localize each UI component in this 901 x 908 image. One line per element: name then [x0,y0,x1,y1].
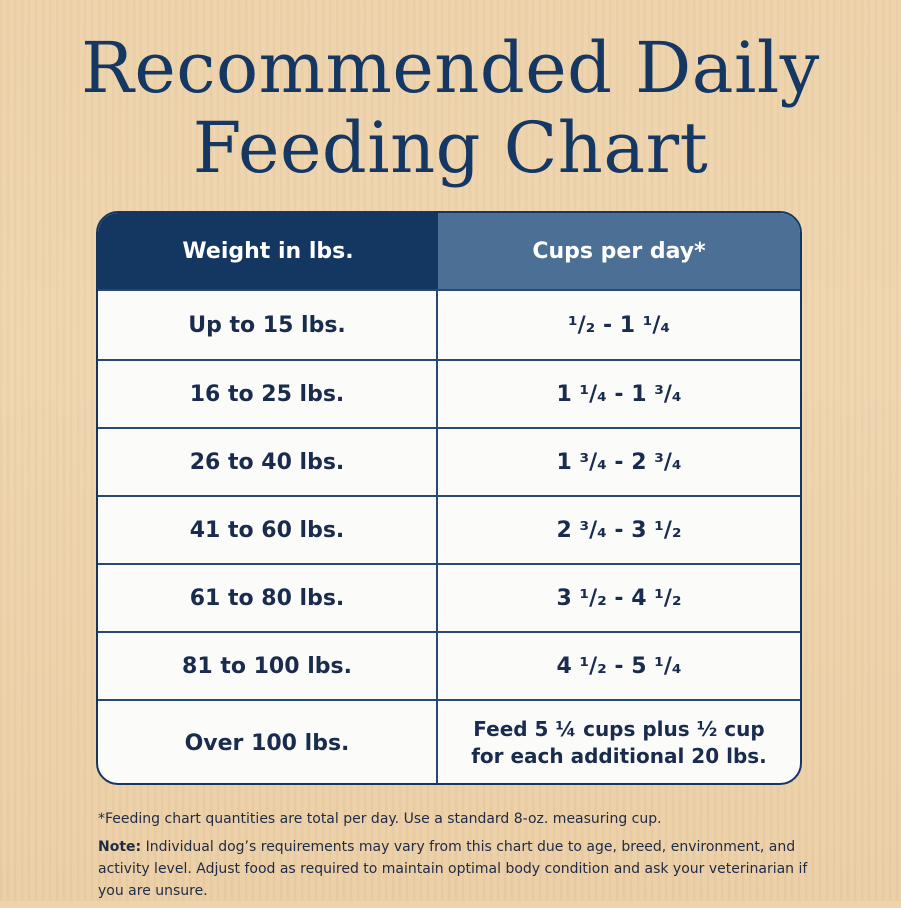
title-line-1: Recommended Daily [81,27,820,109]
table-row: 41 to 60 lbs. 2 ³/₄ - 3 ¹/₂ [98,495,800,563]
title-line-2: Feeding Chart [192,107,709,189]
table-row: Up to 15 lbs. ¹/₂ - 1 ¹/₄ [98,289,800,359]
weight-cell: 41 to 60 lbs. [98,497,438,563]
weight-cell: Up to 15 lbs. [98,291,438,359]
table-row: Over 100 lbs. Feed 5 ¼ cups plus ½ cup fo… [98,699,800,783]
footnote: *Feeding chart quantities are total per … [98,811,662,827]
cups-cell: 2 ³/₄ - 3 ¹/₂ [556,517,682,543]
note-paragraph: Note: Individual dog’s requirements may … [98,836,818,902]
weight-cell: 81 to 100 lbs. [98,633,438,699]
notes: *Feeding chart quantities are total per … [98,808,818,908]
weight-cell: Over 100 lbs. [98,701,438,783]
weight-cell: 61 to 80 lbs. [98,565,438,631]
table-row: 81 to 100 lbs. 4 ¹/₂ - 5 ¹/₄ [98,631,800,699]
weight-cell: 26 to 40 lbs. [98,429,438,495]
cups-cell: 3 ¹/₂ - 4 ¹/₂ [556,585,682,611]
cups-cell: 4 ¹/₂ - 5 ¹/₄ [556,653,682,679]
table-body: Up to 15 lbs. ¹/₂ - 1 ¹/₄ 16 to 25 lbs. 1 ¹… [98,289,800,783]
cups-cell: 1 ¹/₄ - 1 ³/₄ [556,381,682,407]
feeding-table: Weight in lbs. Cups per day* Up to 15 lb… [96,211,802,785]
table-row: 16 to 25 lbs. 1 ¹/₄ - 1 ³/₄ [98,359,800,427]
weight-cell: 16 to 25 lbs. [98,361,438,427]
page-title: Recommended Daily Feeding Chart [0,28,901,188]
cups-cell: Feed 5 ¼ cups plus ½ cup for each additi… [471,717,767,768]
header-cups: Cups per day* [438,213,800,289]
note-text: Individual dog’s requirements may vary f… [98,839,808,899]
table-row: 61 to 80 lbs. 3 ¹/₂ - 4 ¹/₂ [98,563,800,631]
cups-cell: ¹/₂ - 1 ¹/₄ [567,312,671,338]
header-weight: Weight in lbs. [98,213,438,289]
table-row: 26 to 40 lbs. 1 ³/₄ - 2 ³/₄ [98,427,800,495]
cups-cell: 1 ³/₄ - 2 ³/₄ [556,449,682,475]
table-header: Weight in lbs. Cups per day* [98,213,800,289]
note-label: Note: [98,839,142,855]
